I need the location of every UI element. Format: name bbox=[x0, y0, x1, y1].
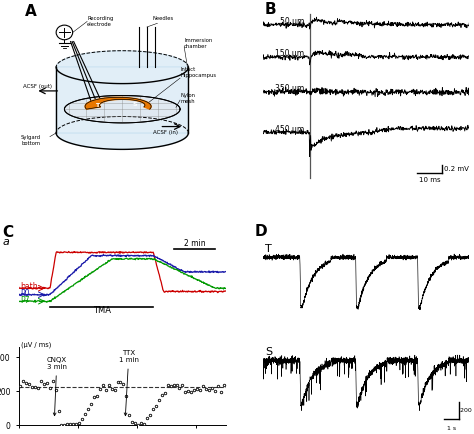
Text: Nylon
mesh: Nylon mesh bbox=[180, 93, 195, 104]
Text: Recording
electrode: Recording electrode bbox=[87, 16, 113, 27]
Text: S: S bbox=[265, 347, 272, 358]
Text: 10 ms: 10 ms bbox=[419, 177, 440, 183]
Text: D: D bbox=[255, 224, 267, 239]
Polygon shape bbox=[56, 51, 188, 149]
Text: Sylgard
bottom: Sylgard bottom bbox=[21, 135, 41, 146]
Text: Needles: Needles bbox=[153, 16, 174, 21]
Text: 0.2 mV: 0.2 mV bbox=[444, 166, 469, 172]
Text: 50 μm: 50 μm bbox=[280, 17, 304, 26]
Text: 1 s: 1 s bbox=[447, 426, 456, 431]
Polygon shape bbox=[64, 95, 180, 123]
Text: ACSF (in): ACSF (in) bbox=[153, 131, 178, 135]
Text: bath: bath bbox=[20, 282, 37, 291]
Text: P0: P0 bbox=[20, 289, 29, 298]
Text: 150 μm: 150 μm bbox=[275, 49, 304, 58]
Text: (μV / ms): (μV / ms) bbox=[21, 342, 52, 348]
Text: a: a bbox=[2, 237, 9, 247]
Polygon shape bbox=[85, 97, 151, 109]
Text: ACSF (out): ACSF (out) bbox=[23, 84, 52, 89]
Text: T: T bbox=[95, 103, 100, 108]
Text: T: T bbox=[265, 244, 272, 254]
Text: 350 μm: 350 μm bbox=[275, 84, 304, 93]
Text: CNQX
3 min: CNQX 3 min bbox=[46, 357, 67, 416]
Text: 200 pA: 200 pA bbox=[460, 408, 474, 413]
Text: B: B bbox=[264, 2, 276, 17]
Text: TMA: TMA bbox=[92, 306, 110, 315]
Text: S: S bbox=[132, 102, 137, 107]
Text: A: A bbox=[25, 4, 37, 19]
Text: Intact
Hippocampus: Intact Hippocampus bbox=[180, 67, 216, 78]
Text: C: C bbox=[2, 225, 14, 240]
Text: TTX
1 min: TTX 1 min bbox=[118, 350, 139, 416]
Text: Immersion
chamber: Immersion chamber bbox=[184, 38, 212, 49]
Text: 2 min: 2 min bbox=[184, 239, 205, 248]
Text: P7: P7 bbox=[20, 296, 29, 305]
Text: 450 μm: 450 μm bbox=[275, 125, 304, 134]
